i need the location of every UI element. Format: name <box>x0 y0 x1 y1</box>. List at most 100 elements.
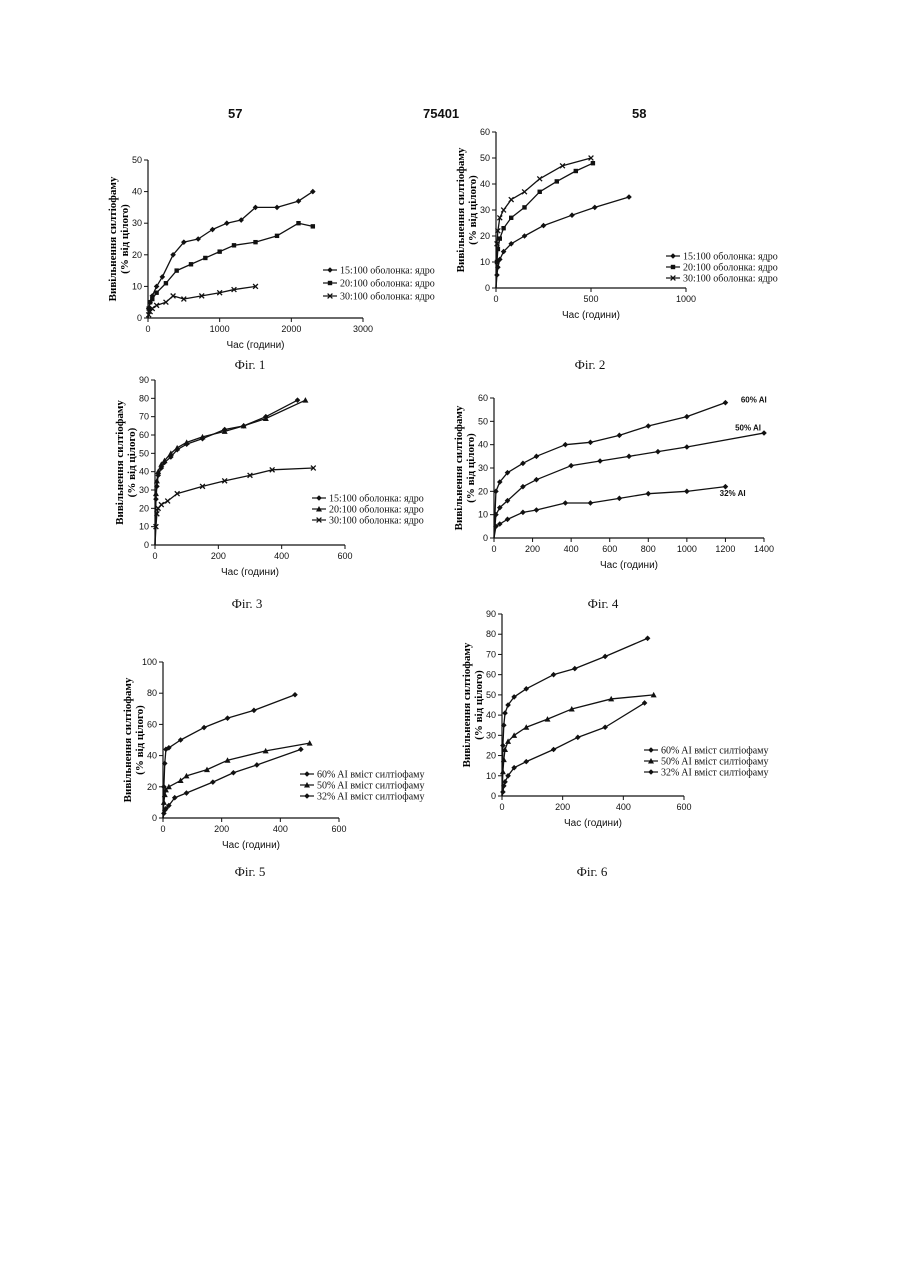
figure-2-series-2-point <box>498 236 502 240</box>
figure-3-legend-label: 15:100 оболонка: ядро <box>329 494 424 505</box>
figure-6-legend-label: 60% AI вміст силтіофаму <box>661 746 768 757</box>
figure-4-series-3-point <box>534 507 540 513</box>
figure-4-series-1-point <box>723 400 729 406</box>
figure-2-series-2-point <box>538 190 542 194</box>
figure-5-x-tick-label: 400 <box>273 824 288 834</box>
figure-6-series-1-point <box>602 654 608 660</box>
figure-4-series-3-point <box>588 500 594 506</box>
figure-4-y-tick-label: 10 <box>478 510 488 520</box>
figure-1-legend-marker <box>328 281 332 285</box>
figure-1-x-tick-label: 0 <box>145 324 150 334</box>
page-number-left: 57 <box>228 106 242 121</box>
figure-1-series-2-point <box>154 291 158 295</box>
figure-5-y-tick-label: 20 <box>147 782 157 792</box>
figure-4-series-2-point <box>568 463 574 469</box>
figure-1-legend-label: 15:100 оболонка: ядро <box>340 266 435 277</box>
figure-3-y-tick-label: 80 <box>139 393 149 403</box>
figure-4-y-tick-label: 30 <box>478 463 488 473</box>
figure-5-series-1-point <box>251 708 257 714</box>
figure-6-caption: Фіг. 6 <box>532 864 652 880</box>
figure-1-y-axis-label: Вивільнення силтіофаму <box>107 176 119 301</box>
figure-2-x-tick-label: 1000 <box>676 294 696 304</box>
figure-4-series-2-point <box>655 449 661 455</box>
figure-3-y-tick-label: 60 <box>139 430 149 440</box>
figure-5-y-tick-label: 0 <box>152 813 157 823</box>
figure-2-series-1-point <box>592 205 598 211</box>
figure-6-series-3-line <box>502 703 645 796</box>
figure-6-series-3-point <box>523 759 529 765</box>
figure-4-x-tick-label: 0 <box>491 544 496 554</box>
figure-6-legend-marker <box>648 747 654 753</box>
figure-6-x-tick-label: 200 <box>555 802 570 812</box>
figure-2-series-1-point <box>626 194 632 200</box>
figure-1-y-tick-label: 0 <box>137 313 142 323</box>
figure-2-caption: Фіг. 2 <box>530 357 650 373</box>
figure-6-y-tick-label: 70 <box>486 649 496 659</box>
figure-3-series-2-point <box>302 397 308 403</box>
figure-3-series-2-line <box>155 400 305 545</box>
figure-4-y-tick-label: 0 <box>483 533 488 543</box>
figure-4-series-annotation: 60% AI <box>741 396 767 405</box>
figure-5-series-2-point <box>161 799 167 805</box>
figure-5-series-3-point <box>231 770 237 776</box>
figure-4-series-2-line <box>494 433 764 538</box>
figure-5-series-1-point <box>292 692 298 698</box>
figure-6-y-axis-label: Вивільнення силтіофаму <box>461 642 473 767</box>
figure-2-series-2-point <box>509 216 513 220</box>
figure-2-y-axis-label: Вивільнення силтіофаму <box>455 147 467 272</box>
figure-5-series-1-line <box>163 695 295 818</box>
figure-3-series-3-point <box>159 502 164 507</box>
figure-3-svg: 01020304050607080900200400600Час (години… <box>105 372 435 587</box>
figure-2-y-tick-label: 60 <box>480 127 490 137</box>
figure-3-y-tick-label: 50 <box>139 448 149 458</box>
figure-1-series-1-point <box>160 274 166 280</box>
figure-4-series-2-point <box>761 430 767 436</box>
figure-5-y-tick-label: 40 <box>147 751 157 761</box>
figure-6-y-tick-label: 20 <box>486 751 496 761</box>
figure-6-y-tick-label: 0 <box>491 791 496 801</box>
figure-1-x-tick-label: 3000 <box>353 324 373 334</box>
figure-6-x-tick-label: 600 <box>676 802 691 812</box>
figure-2-legend-label: 15:100 оболонка: ядро <box>683 252 778 263</box>
figure-5-legend-marker <box>304 793 310 799</box>
figure-1-y-axis-sublabel: (% від цілого) <box>119 204 131 274</box>
figure-6-series-1-point <box>645 635 651 641</box>
figure-1-series-3-line <box>148 286 256 318</box>
figure-4-series-3-point <box>520 510 526 516</box>
figure-5-y-axis-sublabel: (% від цілого) <box>134 705 146 775</box>
page-number-right: 58 <box>632 106 646 121</box>
figure-4-y-axis-sublabel: (% від цілого) <box>465 433 477 503</box>
figure-2-x-tick-label: 0 <box>493 294 498 304</box>
figure-5-legend-label: 50% AI вміст силтіофаму <box>317 781 424 792</box>
figure-4-series-2-point <box>626 454 632 460</box>
figure-1-y-tick-label: 10 <box>132 281 142 291</box>
figure-5-series-1-point <box>201 725 207 731</box>
figure-6-legend-label: 50% AI вміст силтіофаму <box>661 757 768 768</box>
figure-3-x-tick-label: 0 <box>152 551 157 561</box>
figure-1-legend-label: 20:100 оболонка: ядро <box>340 279 435 290</box>
figure-4-series-2-point <box>597 458 603 464</box>
figure-2-legend-marker <box>670 253 676 259</box>
figure-1-y-tick-label: 50 <box>132 155 142 165</box>
figure-4-series-annotation: 32% AI <box>720 489 746 498</box>
figure-5-series-3-point <box>298 747 304 753</box>
figure-4-series-3-point <box>645 491 651 497</box>
figure-6-x-tick-label: 0 <box>499 802 504 812</box>
figure-2-legend-label: 20:100 оболонка: ядро <box>683 263 778 274</box>
figure-3: 01020304050607080900200400600Час (години… <box>105 372 435 587</box>
figure-6-series-1-line <box>502 638 648 796</box>
figure-2-series-2-point <box>555 179 559 183</box>
figure-1-series-2-line <box>148 223 313 318</box>
figure-3-legend-label: 30:100 оболонка: ядро <box>329 516 424 527</box>
figure-4-y-tick-label: 20 <box>478 486 488 496</box>
figure-3-series-3-point <box>165 499 170 504</box>
figure-4-series-1-line <box>494 403 725 538</box>
figure-5-series-3-point <box>184 790 190 796</box>
figure-1-y-tick-label: 40 <box>132 187 142 197</box>
figure-3-y-axis-label: Вивільнення силтіофаму <box>114 400 126 525</box>
figure-1-series-2-point <box>203 256 207 260</box>
figure-3-x-axis-label: Час (години) <box>221 567 279 578</box>
patent-number: 75401 <box>423 106 459 121</box>
figure-3-series-3-line <box>155 468 313 545</box>
figure-2-series-1-point <box>569 212 575 218</box>
